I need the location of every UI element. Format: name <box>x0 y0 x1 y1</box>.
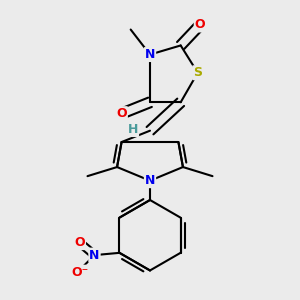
Text: O: O <box>74 236 85 249</box>
Text: N: N <box>145 174 155 187</box>
Text: O: O <box>116 107 127 120</box>
Text: O: O <box>195 19 205 32</box>
Text: S: S <box>193 66 202 79</box>
Text: H: H <box>128 123 138 136</box>
Text: N: N <box>145 48 155 61</box>
Text: O⁻: O⁻ <box>71 266 88 279</box>
Text: N: N <box>89 249 100 262</box>
